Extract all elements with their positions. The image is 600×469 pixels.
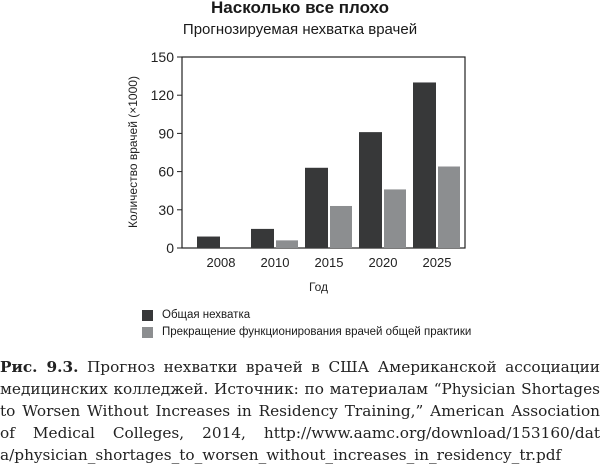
legend-label: Общая нехватка xyxy=(162,309,251,321)
bar-2010-series-1 xyxy=(276,240,298,248)
y-tick-label: 150 xyxy=(151,49,175,65)
legend-label: Прекращение функционирования врачей обще… xyxy=(162,326,472,338)
x-tick-label: 2020 xyxy=(369,255,398,270)
x-tick-label: 2010 xyxy=(261,255,290,270)
bar-2025-series-0 xyxy=(413,82,436,248)
y-tick-label: 90 xyxy=(158,125,174,141)
bar-2008-series-0 xyxy=(197,236,220,248)
legend-item-gp: Прекращение функционирования врачей обще… xyxy=(142,326,471,338)
bar-chart: 0 30 60 90 120 150 2008 2010 2015 2020 2025 Год Коли… xyxy=(126,49,466,294)
chart-title: Насколько все плохо xyxy=(211,0,389,17)
x-tick-label: 2008 xyxy=(207,255,236,270)
caption-line: Прогноз нехватки врачей в США Американск… xyxy=(78,358,600,376)
y-tick-label: 60 xyxy=(158,164,174,180)
caption-line: a/physician_shortages_to_worsen_without_… xyxy=(0,446,562,464)
legend-item-total: Общая нехватка xyxy=(142,309,250,321)
x-axis-label: Год xyxy=(309,280,328,294)
chart-subtitle: Прогнозируемая нехватка врачей xyxy=(182,21,418,38)
figure-caption: Рис. 9.3. Прогноз нехватки врачей в США … xyxy=(0,356,600,466)
legend-swatch-total xyxy=(142,309,153,321)
bar-2020-series-0 xyxy=(359,132,382,248)
bar-2010-series-0 xyxy=(251,228,274,248)
x-tick-label: 2015 xyxy=(315,255,344,270)
caption-line: to Worsen Without Increases in Residency… xyxy=(0,402,600,420)
legend-swatch-gp xyxy=(142,326,153,338)
y-axis-label: Количество врачей (×1000) xyxy=(126,76,140,228)
bar-2015-series-0 xyxy=(305,167,328,248)
caption-line: of Medical Colleges, 2014, http://www.aa… xyxy=(0,424,600,442)
bar-2025-series-1 xyxy=(438,166,460,248)
y-tick-label: 120 xyxy=(151,87,175,103)
y-tick-label: 0 xyxy=(166,240,174,256)
x-tick-label: 2025 xyxy=(423,255,452,270)
caption-label: Рис. 9.3. xyxy=(0,358,79,376)
bar-2020-series-1 xyxy=(384,189,406,248)
caption-line: медицинских колледжей. Источник: по мате… xyxy=(0,380,600,398)
bar-2015-series-1 xyxy=(330,205,352,248)
y-tick-label: 30 xyxy=(158,202,174,218)
